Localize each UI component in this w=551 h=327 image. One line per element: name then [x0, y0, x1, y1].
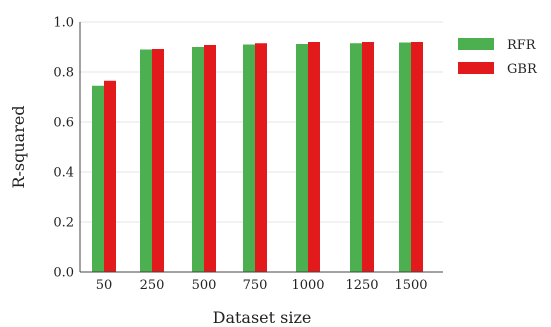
bar-rfr-1250 — [350, 43, 362, 272]
bar-rfr-250 — [140, 49, 152, 272]
bar-rfr-500 — [192, 47, 204, 272]
x-tick-label: 250 — [140, 278, 165, 293]
bar-rfr-750 — [243, 44, 255, 272]
bar-rfr-1500 — [399, 42, 411, 272]
bar-gbr-1250 — [362, 42, 374, 272]
bar-gbr-500 — [204, 45, 216, 272]
x-tick-label: 50 — [96, 278, 113, 293]
x-tick-label: 500 — [192, 278, 217, 293]
bar-gbr-750 — [255, 43, 267, 272]
bar-gbr-1000 — [308, 42, 320, 272]
bar-rfr-1000 — [296, 44, 308, 272]
y-tick-label: 1.0 — [53, 16, 74, 31]
x-tick-label: 750 — [243, 278, 268, 293]
y-tick-labels: 0.0 0.2 0.4 0.6 0.8 1.0 — [53, 16, 74, 281]
bar-gbr-50 — [104, 80, 116, 272]
bar-rfr-50 — [92, 85, 104, 272]
y-tick-label: 0.6 — [53, 116, 74, 131]
x-tick-label: 1000 — [291, 278, 324, 293]
y-tick-label: 0.0 — [53, 266, 74, 281]
x-tick-label: 1500 — [394, 278, 427, 293]
legend-swatch-gbr — [458, 62, 494, 74]
legend: RFR GBR — [458, 38, 538, 77]
x-tick-label: 1250 — [345, 278, 378, 293]
legend-label-rfr: RFR — [507, 38, 537, 53]
legend-swatch-rfr — [458, 38, 494, 50]
y-tick-label: 0.2 — [53, 216, 74, 231]
y-tick-label: 0.8 — [53, 66, 74, 81]
x-tick-labels: 50 250 500 750 1000 1250 1500 — [96, 278, 428, 293]
bar-gbr-250 — [152, 49, 164, 272]
y-axis-title: R-squared — [9, 105, 28, 188]
legend-label-gbr: GBR — [507, 62, 538, 77]
bar-gbr-1500 — [411, 42, 423, 272]
x-axis-title: Dataset size — [213, 308, 312, 327]
y-tick-label: 0.4 — [53, 166, 74, 181]
bars-group — [92, 42, 423, 272]
